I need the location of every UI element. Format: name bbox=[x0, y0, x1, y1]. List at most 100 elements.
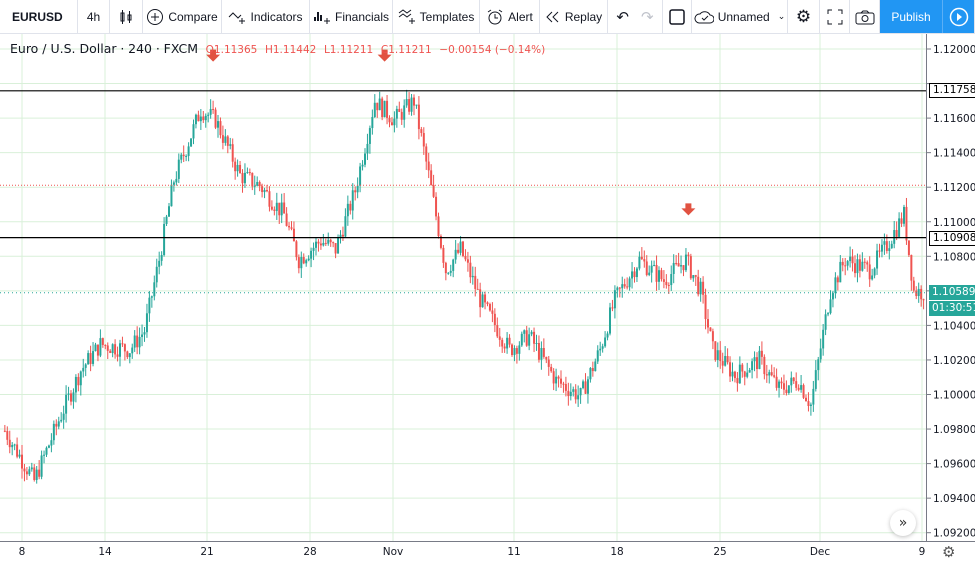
alert-button[interactable]: Alert bbox=[480, 0, 540, 33]
templates-button[interactable]: Templates bbox=[393, 0, 480, 33]
interval-button[interactable]: 4h bbox=[78, 0, 110, 33]
candle-body bbox=[334, 243, 337, 254]
candle-body bbox=[219, 121, 222, 136]
price-tick-label: 1.10400 bbox=[933, 320, 975, 332]
scroll-to-realtime-button[interactable]: » bbox=[890, 510, 916, 536]
chart-settings-gear-icon[interactable]: ⚙ bbox=[942, 543, 956, 561]
candle-body bbox=[658, 270, 660, 282]
candle-body bbox=[457, 249, 460, 253]
candle-body bbox=[55, 423, 58, 427]
time-axis-border bbox=[0, 541, 975, 542]
replay-button[interactable]: Replay bbox=[540, 0, 608, 33]
candle-body bbox=[733, 371, 736, 379]
candle-body bbox=[182, 154, 185, 157]
candle-body bbox=[805, 397, 807, 402]
candle-body bbox=[488, 304, 491, 311]
candle-body bbox=[476, 288, 479, 290]
indicators-button[interactable]: Indicators bbox=[222, 0, 310, 33]
candle-body bbox=[243, 172, 246, 184]
price-chart[interactable]: 1.12000 1.11600 1.11400 1.11200 1.11000 1.108… bbox=[0, 34, 975, 563]
candle-body bbox=[128, 353, 131, 358]
snapshot-button[interactable] bbox=[850, 0, 880, 33]
candle-body bbox=[684, 254, 687, 271]
candle-body bbox=[400, 111, 403, 120]
candle-body bbox=[310, 250, 313, 259]
expand-icon bbox=[827, 9, 842, 24]
candle-body bbox=[204, 115, 207, 121]
candle-body bbox=[574, 389, 577, 400]
candle-body bbox=[452, 259, 455, 271]
candle-body bbox=[631, 271, 634, 279]
candle-body bbox=[388, 117, 391, 123]
play-button[interactable] bbox=[942, 0, 975, 33]
candle-body bbox=[420, 129, 423, 134]
financials-label: Financials bbox=[334, 9, 390, 24]
legend-high: H1.11442 bbox=[264, 44, 317, 56]
undo-icon[interactable]: ↶ bbox=[616, 8, 629, 26]
candle-body bbox=[474, 275, 477, 289]
candle-body bbox=[62, 413, 65, 420]
financials-button[interactable]: Financials bbox=[310, 0, 393, 33]
compare-button[interactable]: Compare bbox=[143, 0, 222, 33]
candle-body bbox=[498, 336, 501, 340]
candle-body bbox=[528, 334, 531, 346]
candle-body bbox=[87, 353, 90, 365]
candle-body bbox=[491, 310, 494, 314]
candle-body bbox=[662, 279, 665, 282]
symbol-search-button[interactable]: EURUSD bbox=[0, 0, 78, 33]
candle-body bbox=[778, 381, 781, 388]
candle-body bbox=[207, 114, 210, 116]
candle-body bbox=[758, 350, 761, 370]
candle-body bbox=[537, 343, 540, 360]
candle-body bbox=[530, 331, 533, 335]
candle-body bbox=[290, 227, 293, 229]
price-tick-label: 1.09800 bbox=[933, 424, 975, 436]
candle-body bbox=[366, 143, 369, 154]
fullscreen-mode-button[interactable] bbox=[663, 0, 692, 33]
candle-body bbox=[667, 285, 670, 287]
candle-body bbox=[430, 170, 433, 186]
candle-body bbox=[214, 109, 217, 128]
candle-body bbox=[800, 385, 803, 390]
candle-body bbox=[261, 186, 264, 193]
candle-body bbox=[756, 357, 758, 370]
price-tick-label: 1.10000 bbox=[933, 390, 975, 402]
price-tick-label: 1.11200 bbox=[933, 182, 975, 194]
candle-body bbox=[604, 337, 607, 347]
candle-body bbox=[427, 161, 430, 171]
publish-button[interactable]: Publish bbox=[880, 0, 942, 33]
candle-body bbox=[903, 206, 905, 224]
candle-body bbox=[248, 172, 251, 174]
redo-icon[interactable]: ↷ bbox=[641, 8, 654, 26]
candle-body bbox=[413, 97, 415, 106]
candle-body bbox=[256, 182, 259, 186]
time-tick-label: Dec bbox=[810, 546, 831, 558]
chevron-down-icon: ⌄ bbox=[777, 11, 786, 21]
settings-button[interactable]: ⚙ bbox=[788, 0, 820, 33]
candle-body bbox=[503, 346, 506, 349]
candle-body bbox=[94, 344, 97, 352]
layout-name-button[interactable]: Unnamed ⌄ bbox=[692, 0, 788, 33]
candle-body bbox=[165, 216, 168, 224]
candle-body bbox=[748, 370, 751, 373]
candle-body bbox=[856, 259, 859, 274]
candle-body bbox=[364, 153, 366, 165]
legend-interval: 240 bbox=[128, 41, 153, 56]
candle-body bbox=[464, 255, 467, 260]
candle-body bbox=[373, 102, 376, 117]
candle-body bbox=[545, 356, 548, 360]
candle-body bbox=[817, 359, 820, 371]
candle-body bbox=[606, 333, 609, 338]
candle-body bbox=[533, 331, 536, 344]
candle-body bbox=[584, 381, 587, 394]
chart-style-button[interactable] bbox=[110, 0, 143, 33]
candle-body bbox=[246, 172, 249, 174]
candle-body bbox=[567, 390, 570, 397]
fullscreen-button[interactable] bbox=[820, 0, 850, 33]
price-tick-label: 1.09600 bbox=[933, 459, 975, 471]
candle-body bbox=[807, 401, 810, 406]
candle-body bbox=[905, 206, 908, 241]
legend-change: −0.00154 (−0.14%) bbox=[439, 44, 546, 56]
indicators-icon bbox=[229, 11, 246, 24]
candle-body bbox=[356, 185, 359, 193]
